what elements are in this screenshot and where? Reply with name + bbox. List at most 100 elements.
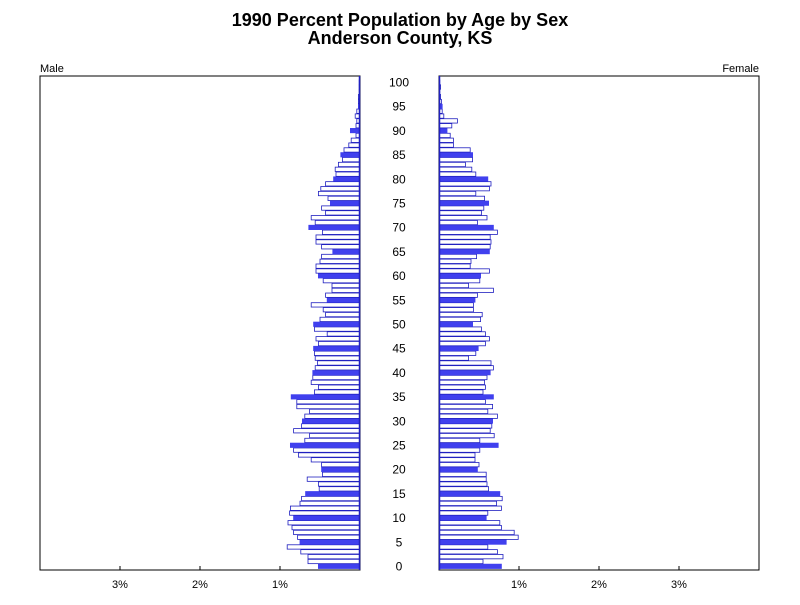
chart-subtitle: Anderson County, KS <box>308 28 493 48</box>
male-bar-age-63 <box>319 258 361 264</box>
male-bar-age-39 <box>312 374 361 381</box>
female-bar-age-22 <box>438 457 476 463</box>
age-label-10: 10 <box>392 511 406 525</box>
age-label-15: 15 <box>392 487 406 501</box>
female-bar-age-88 <box>438 137 454 143</box>
male-bar-age-55 <box>326 297 361 303</box>
female-bar-age-43 <box>438 355 470 361</box>
male-bar-age-56 <box>325 292 361 298</box>
male-bar-age-42 <box>317 360 361 366</box>
age-label-40: 40 <box>392 366 406 380</box>
age-label-65: 65 <box>392 245 406 259</box>
female-bar-age-12 <box>438 505 502 511</box>
female-bar-age-66 <box>438 244 491 250</box>
male-bar-age-24 <box>293 447 361 453</box>
male-bar-age-84 <box>341 157 361 163</box>
female-bar-age-75 <box>438 200 489 206</box>
male-tick-label-1: 1% <box>272 579 288 591</box>
female-bar-age-76 <box>438 195 485 201</box>
age-label-85: 85 <box>392 148 406 162</box>
female-bar-age-52 <box>438 311 483 318</box>
male-bar-age-11 <box>289 510 361 516</box>
female-bar-age-27 <box>438 433 495 439</box>
female-bar-age-34 <box>438 399 486 405</box>
female-bar-age-56 <box>438 292 478 298</box>
female-bar-age-46 <box>438 341 486 347</box>
male-bar-age-35 <box>290 394 361 400</box>
female-bar-age-68 <box>438 234 491 240</box>
female-bar-age-47 <box>438 336 490 342</box>
male-bar-age-23 <box>297 452 361 458</box>
female-bar-age-39 <box>438 374 488 381</box>
female-bar-age-48 <box>438 331 486 337</box>
male-series <box>286 79 361 569</box>
male-bar-age-6 <box>297 534 361 540</box>
male-bar-age-86 <box>343 147 361 153</box>
female-bar-age-14 <box>438 495 503 502</box>
female-bar-age-49 <box>438 326 482 332</box>
age-label-5: 5 <box>396 535 403 549</box>
female-tick-label-1: 1% <box>511 579 527 591</box>
age-label-35: 35 <box>392 390 406 404</box>
male-bar-age-27 <box>309 433 361 439</box>
male-bar-age-32 <box>309 408 361 414</box>
female-bar-age-89 <box>438 132 451 138</box>
male-bar-age-65 <box>332 249 361 255</box>
female-bar-age-51 <box>438 316 481 322</box>
female-bar-age-40 <box>438 370 491 376</box>
male-bar-age-12 <box>289 505 361 511</box>
male-bar-age-30 <box>301 418 361 424</box>
male-bar-age-75 <box>329 200 361 206</box>
male-bar-age-47 <box>315 336 361 342</box>
female-bar-age-3 <box>438 549 498 555</box>
female-bar-age-21 <box>438 462 480 468</box>
male-bar-age-73 <box>325 210 361 216</box>
male-bar-age-3 <box>300 549 361 555</box>
female-bar-age-86 <box>438 147 471 153</box>
male-bar-age-25 <box>289 442 361 448</box>
female-bar-age-23 <box>438 452 476 458</box>
female-bar-age-13 <box>438 500 497 506</box>
male-bar-age-90 <box>349 128 361 134</box>
female-bar-age-11 <box>438 510 489 516</box>
female-bar-age-9 <box>438 520 501 526</box>
female-panel-label: Female <box>722 63 759 75</box>
male-bar-age-46 <box>317 341 361 347</box>
male-bar-age-36 <box>313 389 361 395</box>
male-bar-age-38 <box>310 379 361 385</box>
female-bar-age-84 <box>438 157 473 163</box>
female-bar-age-20 <box>438 466 478 473</box>
female-bar-age-83 <box>438 161 466 168</box>
male-bar-age-81 <box>335 171 361 177</box>
female-bar-age-5 <box>438 539 507 545</box>
male-bar-age-51 <box>319 316 361 322</box>
female-bar-age-36 <box>438 389 484 395</box>
male-tick-label-2: 2% <box>192 579 208 591</box>
female-bar-age-65 <box>438 249 490 255</box>
age-label-60: 60 <box>392 269 406 283</box>
female-bar-age-32 <box>438 408 489 414</box>
female-bar-age-67 <box>438 239 492 245</box>
female-bar-age-92 <box>438 118 458 124</box>
female-bar-age-19 <box>438 471 487 477</box>
male-bar-age-41 <box>314 365 361 371</box>
female-bar-age-50 <box>438 321 473 327</box>
male-bar-age-67 <box>315 239 361 245</box>
male-bar-age-45 <box>313 345 361 352</box>
male-bar-age-80 <box>333 176 361 182</box>
male-bar-age-85 <box>340 152 361 158</box>
male-bar-age-77 <box>317 190 361 197</box>
male-bar-age-19 <box>321 471 361 477</box>
female-bar-age-69 <box>438 229 498 235</box>
male-bar-age-4 <box>286 544 361 550</box>
male-bar-age-18 <box>306 476 361 482</box>
male-bar-age-83 <box>337 161 361 168</box>
female-bar-age-25 <box>438 442 499 448</box>
male-bar-age-52 <box>325 311 361 318</box>
female-bar-age-26 <box>438 437 481 444</box>
female-bar-age-33 <box>438 403 493 410</box>
female-bar-age-87 <box>438 142 454 148</box>
age-label-70: 70 <box>392 221 406 235</box>
age-label-100: 100 <box>389 75 409 89</box>
